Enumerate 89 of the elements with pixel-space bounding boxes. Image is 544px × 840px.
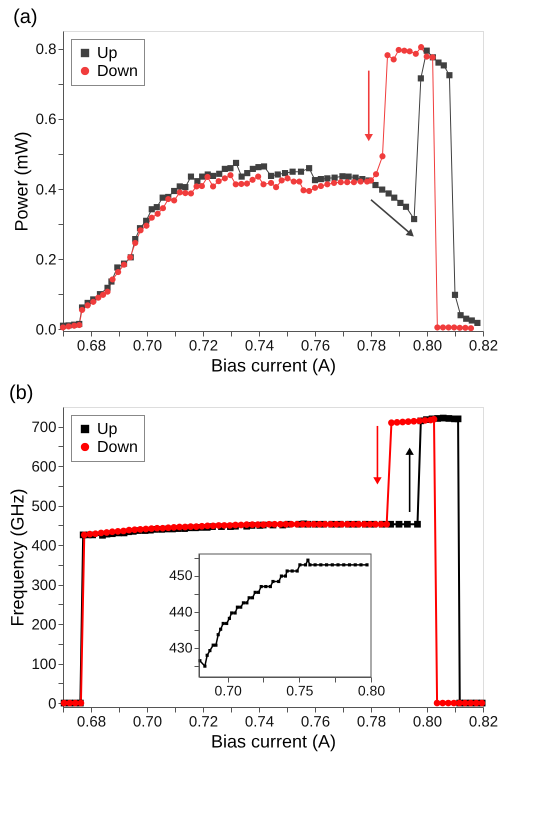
- point: [277, 580, 280, 584]
- chart-title: (a): [13, 6, 38, 28]
- point: [254, 590, 257, 594]
- x-tick-label: 0.80: [358, 682, 386, 698]
- y-tick-label: 300: [31, 577, 56, 594]
- point: [284, 574, 288, 578]
- y-tick-label: 440: [169, 603, 193, 620]
- point: [314, 563, 317, 566]
- x-axis-title: Bias current (A): [210, 732, 336, 752]
- point: [306, 558, 310, 562]
- legend-label: Down: [97, 439, 138, 456]
- x-tick-label: 0.68: [76, 338, 106, 354]
- x-tick-label: 0.72: [188, 714, 218, 730]
- point: [268, 584, 272, 588]
- x-tick-label: 0.74: [244, 338, 274, 354]
- x-tick-label: 0.78: [356, 714, 386, 730]
- point: [234, 611, 237, 615]
- x-tick-label: 0.82: [468, 714, 498, 730]
- point: [330, 563, 334, 566]
- point: [219, 628, 222, 631]
- y-tick-label: 400: [31, 538, 56, 555]
- point: [228, 616, 231, 620]
- y-tick-label: 450: [169, 567, 193, 584]
- x-tick-label: 0.70: [214, 682, 242, 698]
- y-tick-label: 100: [31, 656, 56, 674]
- y-axis-title: Power (mW): [12, 132, 32, 232]
- point: [342, 563, 346, 566]
- point: [290, 569, 294, 573]
- point: [271, 580, 275, 584]
- point: [225, 622, 228, 626]
- y-tick-label: 0: [48, 696, 56, 713]
- x-axis-title: Bias current (A): [210, 356, 336, 376]
- x-tick-label: 0.74: [244, 714, 274, 730]
- y-tick-label: 0.0: [36, 322, 56, 339]
- point: [308, 563, 312, 566]
- point: [239, 606, 242, 609]
- x-tick-label: 0.82: [468, 338, 498, 354]
- x-tick-label: 0.68: [76, 714, 106, 730]
- y-axis-title: Frequency (GHz): [7, 488, 28, 627]
- y-tick-label: 0.6: [36, 111, 56, 128]
- point: [354, 563, 357, 566]
- point: [280, 574, 283, 578]
- y-tick-label: 600: [31, 458, 56, 476]
- point: [359, 563, 363, 566]
- point: [336, 563, 340, 566]
- y-tick-label: 0.8: [36, 41, 56, 58]
- y-tick-label: 430: [169, 640, 193, 656]
- point: [256, 590, 260, 594]
- point: [208, 649, 212, 652]
- legend-label: Up: [97, 421, 118, 438]
- legend-label: Down: [97, 63, 138, 80]
- point: [245, 601, 248, 604]
- point: [236, 606, 239, 609]
- point: [365, 563, 369, 566]
- x-tick-label: 0.78: [356, 338, 386, 354]
- point: [206, 654, 209, 657]
- point: [304, 563, 308, 566]
- point: [216, 633, 220, 636]
- point: [348, 563, 352, 566]
- legend-label: Up: [97, 45, 118, 62]
- point: [264, 584, 268, 588]
- point: [214, 644, 218, 647]
- point: [248, 596, 251, 600]
- point: [324, 563, 328, 566]
- point: [250, 596, 254, 600]
- point: [222, 622, 225, 626]
- point: [286, 569, 289, 573]
- point: [319, 563, 322, 566]
- point: [242, 601, 246, 604]
- x-tick-label: 0.80: [412, 338, 442, 354]
- chart-title: (b): [8, 382, 34, 404]
- y-tick-label: 200: [31, 616, 56, 634]
- y-tick-label: 0.4: [36, 181, 56, 198]
- x-tick-label: 0.76: [300, 338, 330, 354]
- y-tick-label: 0.2: [36, 252, 56, 269]
- x-tick-label: 0.75: [286, 682, 314, 698]
- x-tick-label: 0.76: [300, 714, 330, 730]
- y-tick-label: 700: [31, 419, 56, 436]
- y-tick-label: 500: [31, 498, 56, 516]
- point: [298, 563, 302, 566]
- point: [296, 569, 299, 573]
- point: [212, 644, 215, 647]
- point: [230, 611, 234, 615]
- point: [203, 664, 206, 668]
- x-tick-label: 0.70: [132, 338, 162, 354]
- x-tick-label: 0.70: [132, 714, 162, 730]
- x-tick-label: 0.72: [188, 338, 218, 354]
- x-tick-label: 0.80: [412, 714, 442, 730]
- point: [260, 584, 263, 588]
